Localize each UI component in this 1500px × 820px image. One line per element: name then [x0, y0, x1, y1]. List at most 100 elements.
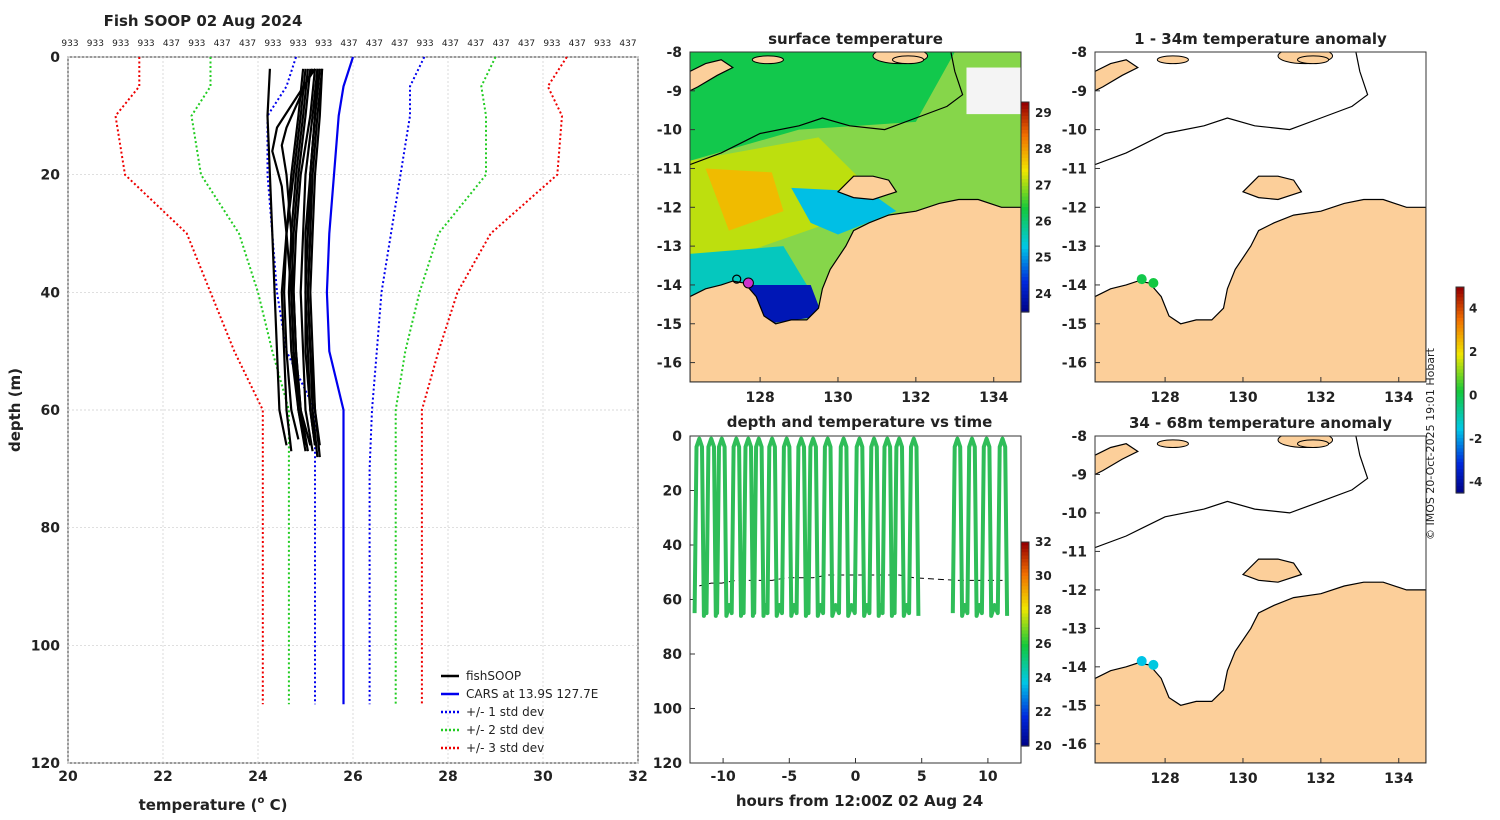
colorbar-cell	[1021, 263, 1029, 268]
colorbar-cell	[1021, 688, 1029, 693]
colorbar-cell	[1021, 623, 1029, 628]
colorbar-cell	[1456, 414, 1464, 419]
sst-cloud-patch	[966, 67, 1021, 115]
colorbar-cell	[1456, 462, 1464, 467]
anomaly-upper-point	[1148, 278, 1159, 288]
colorbar-cell	[1456, 417, 1464, 422]
colorbar-cell	[1021, 294, 1029, 299]
colorbar-cell	[1021, 179, 1029, 184]
colorbar-cell	[1021, 616, 1029, 621]
depth-time-colorbar-tick: 26	[1035, 637, 1052, 651]
colorbar-cell	[1021, 130, 1029, 135]
colorbar-cell	[1456, 431, 1464, 436]
colorbar-cell	[1021, 217, 1029, 222]
colorbar-cell	[1021, 305, 1029, 310]
colorbar-cell	[1456, 441, 1464, 446]
colorbar-cell	[1456, 479, 1464, 484]
sst-colorbar-tick: 25	[1035, 251, 1052, 265]
colorbar-cell	[1021, 256, 1029, 261]
fishsoop-profile	[280, 68, 305, 452]
colorbar-cell	[1021, 606, 1029, 611]
anomaly-lower-x-tick: 132	[1306, 771, 1335, 787]
colorbar-cell	[1456, 465, 1464, 470]
colorbar-cell	[1456, 355, 1464, 360]
sst-y-tick: -9	[666, 84, 682, 100]
sst-colorbar-tick: 27	[1035, 178, 1052, 192]
profile-x-tick: 26	[343, 769, 362, 785]
colorbar-cell	[1456, 376, 1464, 381]
colorbar-cell	[1456, 448, 1464, 453]
profile-top-label: 933	[264, 39, 281, 49]
anomaly-colorbar-tick: 4	[1469, 302, 1477, 316]
colorbar-cell	[1456, 314, 1464, 319]
sst-y-tick: -10	[657, 123, 683, 139]
sst-y-tick: -12	[657, 200, 682, 216]
profile-top-label: 437	[391, 39, 408, 49]
sst-colorbar-tick: 28	[1035, 142, 1052, 156]
colorbar-cell	[1021, 280, 1029, 285]
anomaly-upper-x-tick: 130	[1228, 390, 1257, 406]
colorbar-cell	[1456, 297, 1464, 302]
sst-colorbar-tick: 26	[1035, 214, 1052, 228]
sst-island	[891, 55, 925, 65]
colorbar-cell	[1021, 203, 1029, 208]
colorbar-cell	[1456, 352, 1464, 357]
colorbar-cell	[1021, 742, 1029, 747]
colorbar-cell	[1021, 664, 1029, 669]
colorbar-cell	[1021, 729, 1029, 733]
anomaly-upper-y-tick: -14	[1062, 278, 1088, 294]
anomaly-upper-island	[1156, 55, 1189, 65]
sst-tiwi-islands	[836, 175, 898, 201]
anomaly-upper-x-tick: 132	[1306, 390, 1335, 406]
profile-top-label: 437	[239, 39, 256, 49]
colorbar-cell	[1021, 698, 1029, 703]
anomaly-lower-x-tick: 134	[1384, 771, 1413, 787]
profile-line--3-std	[114, 57, 264, 705]
sst-colorbar-tick: 24	[1035, 287, 1052, 301]
anomaly-lower-point	[1136, 656, 1147, 667]
colorbar-cell	[1021, 119, 1029, 124]
colorbar-cell	[1456, 345, 1464, 350]
profile-panel: 20 22 24 26 28 30 32 0 20 40 60 80 100 120 Fish SOOP 0…	[6, 12, 648, 814]
profile-line--2-std	[394, 56, 497, 705]
colorbar-cell	[1021, 582, 1029, 587]
anomaly-upper-title: 1 - 34m temperature anomaly	[1134, 30, 1387, 48]
colorbar-cell	[1456, 424, 1464, 429]
colorbar-cell	[1456, 390, 1464, 395]
colorbar-cell	[1456, 293, 1464, 298]
colorbar-cell	[1456, 290, 1464, 295]
colorbar-cell	[1456, 359, 1464, 364]
profile-x-tick: 24	[248, 769, 268, 785]
colorbar-cell	[1021, 705, 1029, 710]
depth-time-x-tick: 5	[917, 769, 927, 785]
anomaly-upper-y-tick: -15	[1062, 317, 1087, 333]
colorbar-cell	[1021, 555, 1029, 560]
colorbar-cell	[1021, 647, 1029, 652]
colorbar-cell	[1021, 270, 1029, 275]
colorbar-cell	[1456, 393, 1464, 398]
sst-panel: 128 130 132 134 -8 -9 -10 -11 -12 -13 -14 -15 -16 sur…	[657, 30, 1022, 406]
profile-top-label: 933	[188, 39, 205, 49]
colorbar-cell	[1021, 674, 1029, 679]
colorbar-cell	[1021, 735, 1029, 740]
colorbar-cell	[1021, 151, 1029, 156]
colorbar-cell	[1456, 407, 1464, 412]
depth-time-y-tick: 40	[663, 538, 683, 554]
profile-top-label: 933	[290, 39, 307, 49]
profile-line--2-std	[190, 57, 290, 705]
colorbar-cell	[1021, 715, 1029, 720]
profile-y-tick: 80	[41, 521, 61, 537]
colorbar-cell	[1021, 684, 1029, 689]
profile-x-tick: 30	[533, 769, 553, 785]
colorbar-cell	[1021, 105, 1029, 110]
colorbar-cell	[1021, 596, 1029, 601]
profile-x-tick: 28	[438, 769, 457, 785]
sst-y-tick: -13	[657, 239, 682, 255]
colorbar-cell	[1021, 214, 1029, 219]
anomaly-upper-y-tick: -16	[1062, 356, 1087, 372]
sst-fish-location-marker	[732, 274, 742, 284]
colorbar-cell	[1021, 586, 1029, 591]
profile-top-label: 933	[594, 39, 611, 49]
sst-patch	[690, 52, 955, 161]
